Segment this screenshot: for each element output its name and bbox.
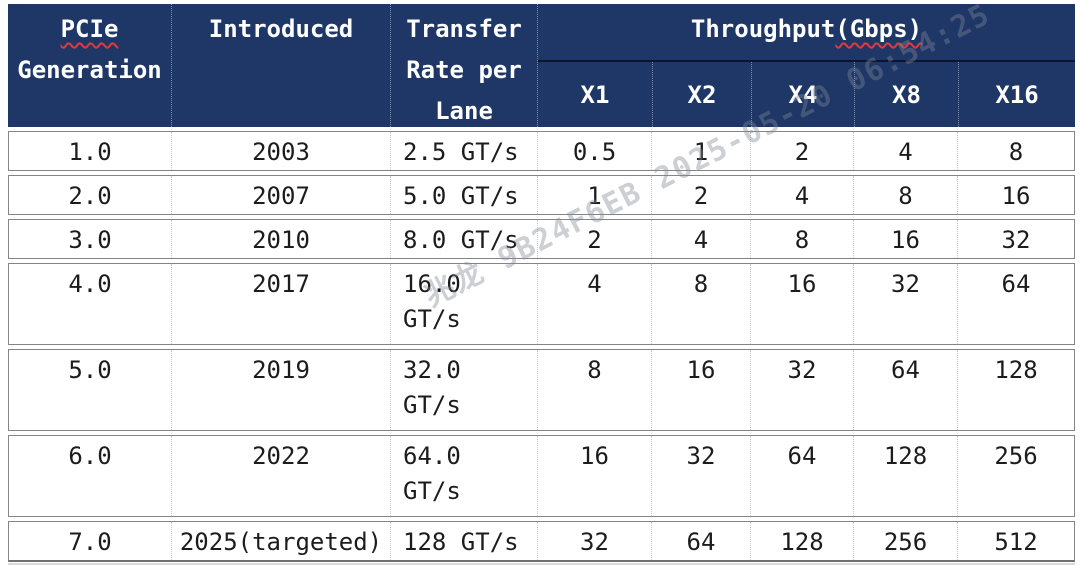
cell-x8: 64 <box>853 350 957 430</box>
table-row: 5.0 2019 32.0 GT/s 8 16 32 64 128 <box>8 349 1075 431</box>
cell-generation: 4.0 <box>68 270 112 298</box>
header-throughput-title: Throughput(Gbps) <box>538 4 1075 60</box>
cell-transfer-rate: 64.0 GT/s <box>390 436 537 516</box>
cell-x16: 32 <box>957 220 1074 258</box>
cell-introduced: 2022 <box>171 436 390 516</box>
table-body: 1.0 2003 2.5 GT/s 0.5 1 2 4 8 2.0 2007 5.0 GT/s 1 2 4… <box>8 131 1075 562</box>
cell-x8: 128 <box>853 436 957 516</box>
cell-introduced: 2019 <box>171 350 390 430</box>
cell-x4: 2 <box>750 132 853 170</box>
cell-x2: 1 <box>651 132 750 170</box>
cell-x8: 16 <box>853 220 957 258</box>
cell-x16: 64 <box>957 264 1074 344</box>
cell-x1: 2 <box>537 220 651 258</box>
cell-transfer-rate: 5.0 GT/s <box>390 176 537 214</box>
cell-transfer-rate: 128 GT/s <box>390 522 537 560</box>
cell-transfer-rate: 32.0 GT/s <box>390 350 537 430</box>
cell-x16: 512 <box>957 522 1074 560</box>
cell-x2: 16 <box>651 350 750 430</box>
header-x1: X1 <box>580 80 610 109</box>
cell-x1: 0.5 <box>537 132 651 170</box>
cell-x2: 8 <box>651 264 750 344</box>
cell-x2: 4 <box>651 220 750 258</box>
cell-x2: 32 <box>651 436 750 516</box>
cell-x1: 4 <box>537 264 651 344</box>
cell-x1: 8 <box>537 350 651 430</box>
cell-x8: 256 <box>853 522 957 560</box>
pcie-table-screenshot: PCIe Generation Introduced Transfer Rate… <box>0 0 1080 550</box>
cell-introduced: 2003 <box>171 132 390 170</box>
cell-generation: 2.0 <box>68 182 112 210</box>
cell-x8: 8 <box>853 176 957 214</box>
pcie-generations-table: PCIe Generation Introduced Transfer Rate… <box>8 4 1075 565</box>
cell-x4: 16 <box>750 264 853 344</box>
cell-x4: 32 <box>750 350 853 430</box>
cell-x1: 16 <box>537 436 651 516</box>
cell-x4: 8 <box>750 220 853 258</box>
table-row: 7.0 2025(targeted) 128 GT/s 32 64 128 256 512 <box>8 521 1075 562</box>
header-pcie-generation: PCIe Generation <box>8 4 171 127</box>
header-x8: X8 <box>854 62 958 127</box>
table-row: 6.0 2022 64.0 GT/s 16 32 64 128 256 <box>8 435 1075 517</box>
table-row: 3.0 2010 8.0 GT/s 2 4 8 16 32 <box>8 219 1075 259</box>
cell-generation: 3.0 <box>68 226 112 254</box>
cell-x16: 16 <box>957 176 1074 214</box>
header-transfer-rate: Transfer Rate per Lane <box>390 4 537 127</box>
cell-generation: 1.0 <box>68 138 112 166</box>
header-x16: X16 <box>958 62 1075 127</box>
cell-x1: 1 <box>537 176 651 214</box>
cell-transfer-rate: 2.5 GT/s <box>390 132 537 170</box>
cell-x2: 2 <box>651 176 750 214</box>
cell-x8: 32 <box>853 264 957 344</box>
table-row: 1.0 2003 2.5 GT/s 0.5 1 2 4 8 <box>8 131 1075 171</box>
header-lane-width-row: X1 X2 X4 X8 X16 <box>538 60 1075 127</box>
header-pcie-word: PCIe <box>60 15 119 43</box>
cell-x4: 4 <box>750 176 853 214</box>
throughput-word: Throughput <box>690 15 836 43</box>
cell-generation: 5.0 <box>68 356 112 384</box>
header-generation-word: Generation <box>17 56 162 84</box>
header-throughput-group: Throughput(Gbps) X1 X2 X4 X8 X16 <box>537 4 1075 127</box>
header-introduced: Introduced <box>171 4 390 127</box>
header-x4: X4 <box>751 62 854 127</box>
cell-x4: 64 <box>750 436 853 516</box>
cell-x16: 8 <box>957 132 1074 170</box>
cell-introduced: 2007 <box>171 176 390 214</box>
cell-generation: 6.0 <box>68 442 112 470</box>
table-header: PCIe Generation Introduced Transfer Rate… <box>8 4 1075 127</box>
header-x2: X2 <box>652 62 751 127</box>
cell-x2: 64 <box>651 522 750 560</box>
cell-introduced: 2010 <box>171 220 390 258</box>
cell-x8: 4 <box>853 132 957 170</box>
cell-x16: 128 <box>957 350 1074 430</box>
cell-generation: 7.0 <box>68 528 112 556</box>
cell-x1: 32 <box>537 522 651 560</box>
gbps-word: (Gbps) <box>835 15 923 43</box>
cell-transfer-rate: 16.0 GT/s <box>390 264 537 344</box>
table-row: 4.0 2017 16.0 GT/s 4 8 16 32 64 <box>8 263 1075 345</box>
cell-introduced: 2017 <box>171 264 390 344</box>
cell-x4: 128 <box>750 522 853 560</box>
cell-transfer-rate: 8.0 GT/s <box>390 220 537 258</box>
cell-introduced: 2025(targeted) <box>171 522 390 560</box>
cell-x16: 256 <box>957 436 1074 516</box>
table-row: 2.0 2007 5.0 GT/s 1 2 4 8 16 <box>8 175 1075 215</box>
